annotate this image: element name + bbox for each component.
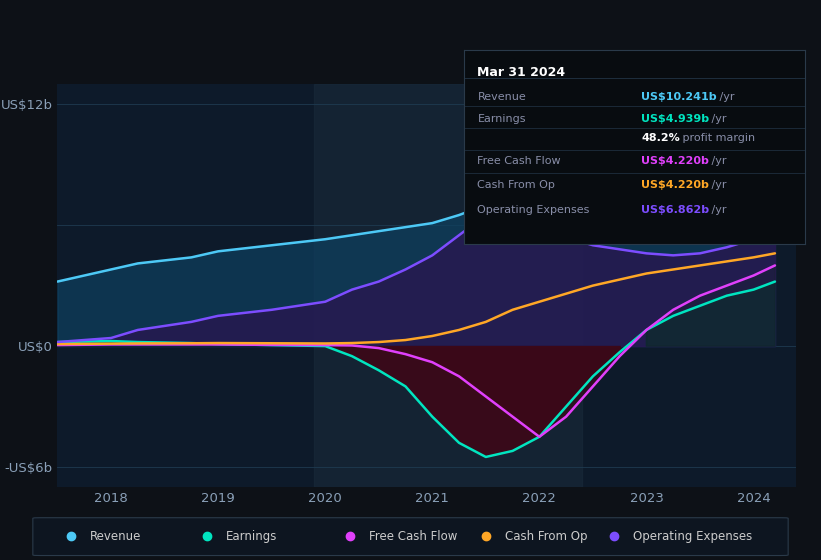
Text: /yr: /yr xyxy=(709,180,727,190)
Text: Operating Expenses: Operating Expenses xyxy=(633,530,753,543)
Text: profit margin: profit margin xyxy=(678,133,754,143)
Text: /yr: /yr xyxy=(709,114,727,124)
Text: Free Cash Flow: Free Cash Flow xyxy=(478,156,561,166)
Text: Cash From Op: Cash From Op xyxy=(478,180,555,190)
Text: US$6.862b: US$6.862b xyxy=(641,205,709,215)
Text: /yr: /yr xyxy=(709,156,727,166)
Text: Operating Expenses: Operating Expenses xyxy=(478,205,589,215)
Text: Revenue: Revenue xyxy=(478,92,526,102)
Text: Mar 31 2024: Mar 31 2024 xyxy=(478,66,566,79)
Text: US$4.220b: US$4.220b xyxy=(641,156,709,166)
Text: Revenue: Revenue xyxy=(89,530,141,543)
Text: US$10.241b: US$10.241b xyxy=(641,92,717,102)
Text: Free Cash Flow: Free Cash Flow xyxy=(369,530,457,543)
Text: /yr: /yr xyxy=(716,92,735,102)
Text: Earnings: Earnings xyxy=(226,530,277,543)
Text: Cash From Op: Cash From Op xyxy=(505,530,587,543)
FancyBboxPatch shape xyxy=(33,517,788,556)
Text: Earnings: Earnings xyxy=(478,114,526,124)
Text: 48.2%: 48.2% xyxy=(641,133,680,143)
Text: US$4.220b: US$4.220b xyxy=(641,180,709,190)
Bar xyxy=(314,84,582,487)
Text: /yr: /yr xyxy=(709,205,727,215)
Text: US$4.939b: US$4.939b xyxy=(641,114,709,124)
